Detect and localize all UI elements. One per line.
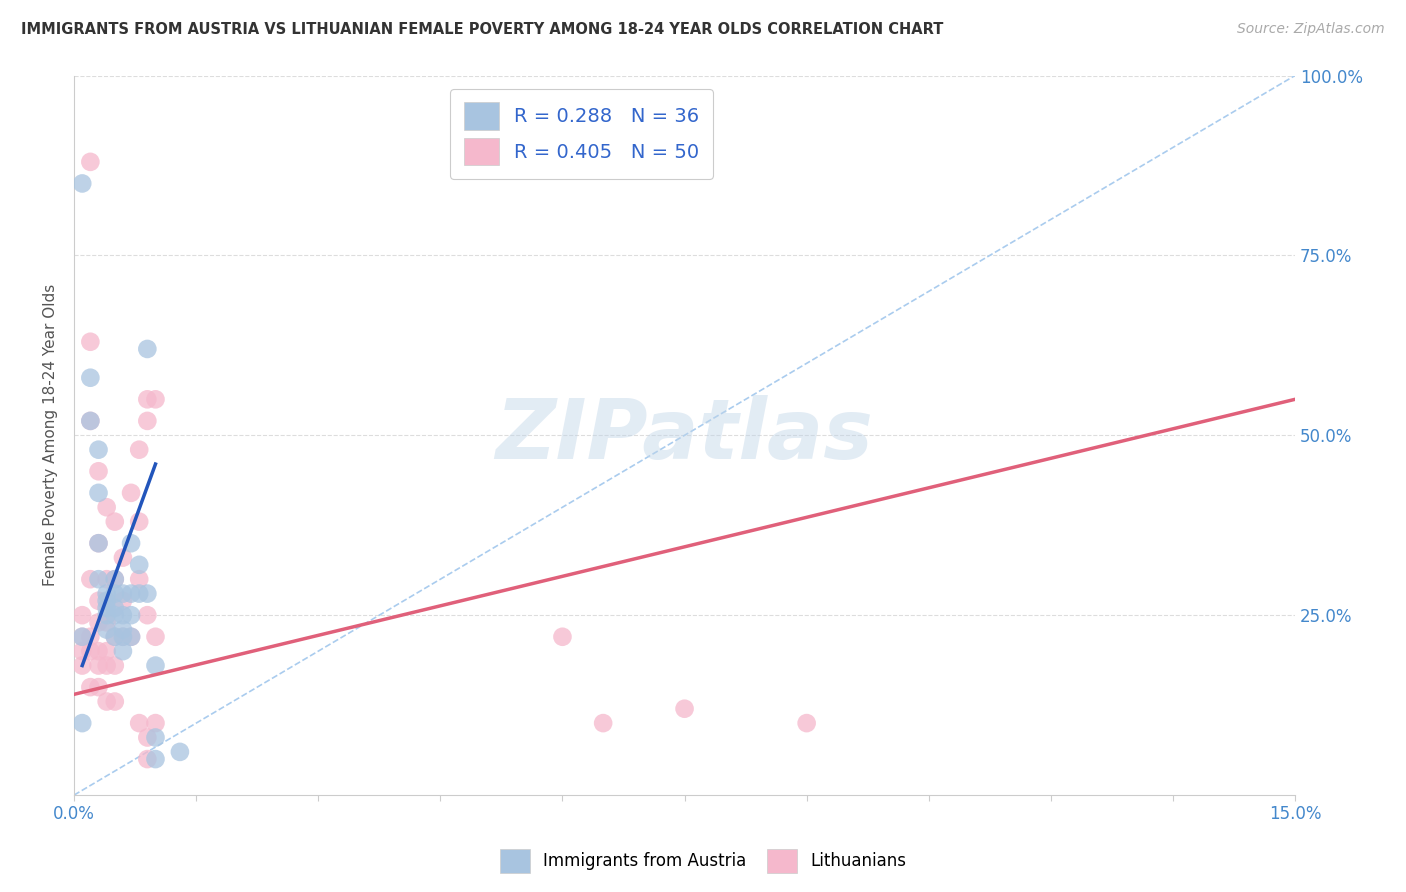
- Point: [79, 334, 101, 349]
- Point: [96, 572, 118, 586]
- Point: [104, 586, 127, 600]
- Point: [796, 716, 818, 731]
- Point: [120, 608, 142, 623]
- Point: [111, 644, 134, 658]
- Point: [145, 752, 167, 766]
- Point: [145, 731, 167, 745]
- Point: [145, 716, 167, 731]
- Point: [136, 731, 159, 745]
- Point: [111, 630, 134, 644]
- Point: [87, 536, 110, 550]
- Legend: Immigrants from Austria, Lithuanians: Immigrants from Austria, Lithuanians: [494, 842, 912, 880]
- Point: [136, 414, 159, 428]
- Point: [96, 601, 118, 615]
- Point: [96, 615, 118, 630]
- Point: [87, 615, 110, 630]
- Point: [128, 442, 150, 457]
- Point: [120, 630, 142, 644]
- Text: Source: ZipAtlas.com: Source: ZipAtlas.com: [1237, 22, 1385, 37]
- Point: [96, 608, 118, 623]
- Point: [120, 536, 142, 550]
- Point: [70, 630, 93, 644]
- Point: [136, 586, 159, 600]
- Point: [128, 586, 150, 600]
- Point: [79, 572, 101, 586]
- Point: [79, 630, 101, 644]
- Point: [104, 630, 127, 644]
- Point: [111, 630, 134, 644]
- Point: [87, 486, 110, 500]
- Point: [70, 608, 93, 623]
- Point: [128, 716, 150, 731]
- Point: [87, 644, 110, 658]
- Point: [79, 644, 101, 658]
- Point: [104, 630, 127, 644]
- Legend: R = 0.288   N = 36, R = 0.405   N = 50: R = 0.288 N = 36, R = 0.405 N = 50: [450, 89, 713, 179]
- Point: [136, 752, 159, 766]
- Text: ZIPatlas: ZIPatlas: [496, 395, 873, 475]
- Point: [70, 716, 93, 731]
- Point: [169, 745, 191, 759]
- Point: [111, 594, 134, 608]
- Point: [70, 644, 93, 658]
- Point: [592, 716, 614, 731]
- Point: [87, 658, 110, 673]
- Point: [87, 572, 110, 586]
- Point: [70, 177, 93, 191]
- Point: [96, 694, 118, 708]
- Point: [104, 515, 127, 529]
- Point: [111, 608, 134, 623]
- Point: [104, 572, 127, 586]
- Point: [79, 370, 101, 384]
- Point: [673, 702, 696, 716]
- Point: [128, 515, 150, 529]
- Point: [145, 392, 167, 407]
- Y-axis label: Female Poverty Among 18-24 Year Olds: Female Poverty Among 18-24 Year Olds: [44, 285, 58, 586]
- Point: [104, 601, 127, 615]
- Point: [104, 572, 127, 586]
- Point: [96, 658, 118, 673]
- Point: [96, 644, 118, 658]
- Point: [111, 586, 134, 600]
- Point: [96, 623, 118, 637]
- Point: [70, 630, 93, 644]
- Point: [128, 558, 150, 572]
- Point: [79, 414, 101, 428]
- Point: [96, 594, 118, 608]
- Point: [87, 680, 110, 694]
- Point: [145, 630, 167, 644]
- Point: [104, 694, 127, 708]
- Point: [551, 630, 574, 644]
- Point: [87, 594, 110, 608]
- Point: [120, 486, 142, 500]
- Point: [111, 623, 134, 637]
- Point: [79, 154, 101, 169]
- Point: [120, 586, 142, 600]
- Point: [128, 572, 150, 586]
- Point: [87, 536, 110, 550]
- Point: [145, 658, 167, 673]
- Point: [96, 586, 118, 600]
- Point: [104, 608, 127, 623]
- Point: [136, 608, 159, 623]
- Text: IMMIGRANTS FROM AUSTRIA VS LITHUANIAN FEMALE POVERTY AMONG 18-24 YEAR OLDS CORRE: IMMIGRANTS FROM AUSTRIA VS LITHUANIAN FE…: [21, 22, 943, 37]
- Point: [96, 500, 118, 515]
- Point: [136, 342, 159, 356]
- Point: [104, 658, 127, 673]
- Point: [87, 464, 110, 478]
- Point: [87, 442, 110, 457]
- Point: [136, 392, 159, 407]
- Point: [111, 550, 134, 565]
- Point: [120, 630, 142, 644]
- Point: [79, 414, 101, 428]
- Point: [79, 680, 101, 694]
- Point: [70, 658, 93, 673]
